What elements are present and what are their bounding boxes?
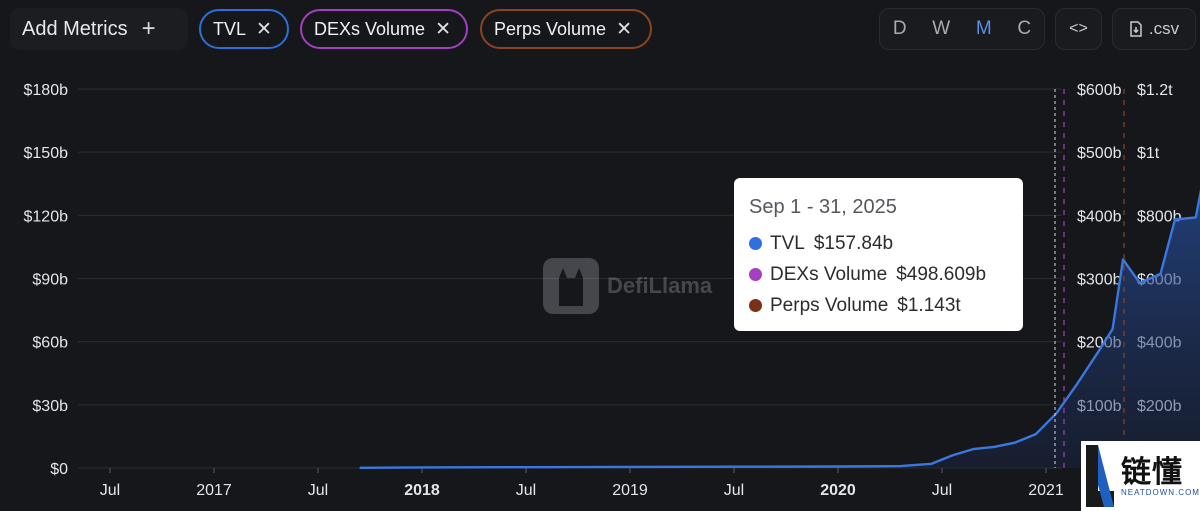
defillama-watermark: DefiLlama — [541, 256, 712, 316]
y-tick-label: $800b — [1137, 208, 1182, 225]
series-dot — [749, 299, 762, 312]
metric-chip-label: DEXs Volume — [314, 18, 426, 39]
y-tick-label: $300b — [1077, 272, 1122, 289]
x-tick-label: Jul — [308, 482, 328, 499]
y-tick-label: $60b — [32, 335, 68, 352]
tvl-area — [359, 195, 1200, 468]
series-dot — [749, 237, 762, 250]
y-tick-label: $1.2t — [1137, 82, 1173, 99]
y-tick-label: $500b — [1077, 145, 1122, 162]
tvl-line — [359, 189, 1200, 469]
logo-l-mark-icon — [1086, 445, 1114, 507]
period-option-d[interactable]: D — [892, 18, 907, 39]
series-dot — [749, 268, 762, 281]
tooltip-row-tvl: TVL $157.84b — [749, 228, 1023, 259]
tooltip-series-name: DEXs Volume — [770, 263, 888, 285]
site-logo: 链懂 NEATDOWN.COM — [1081, 441, 1200, 511]
chart-tooltip: Sep 1 - 31, 2025 TVL $157.84b DEXs Volum… — [734, 178, 1023, 331]
llama-logo-icon — [543, 258, 599, 314]
tooltip-series-value: $157.84b — [813, 232, 894, 254]
series-layer — [359, 189, 1200, 469]
metric-chip-tvl[interactable]: TVL ✕ — [199, 9, 289, 49]
add-metrics-button[interactable]: Add Metrics + — [10, 8, 188, 50]
download-csv-button[interactable]: .csv — [1112, 8, 1196, 50]
add-metrics-label: Add Metrics — [22, 17, 128, 40]
download-file-icon — [1130, 21, 1142, 37]
x-tick-label: Jul — [100, 482, 120, 499]
x-tick-label: 2020 — [820, 482, 856, 499]
metric-chip-label: Perps Volume — [494, 18, 607, 39]
x-tick-label: Jul — [516, 482, 536, 499]
tooltip-series-name: Perps Volume — [770, 294, 889, 316]
code-icon: <> — [1069, 20, 1088, 37]
x-tick-label: 2018 — [404, 482, 440, 499]
y-tick-label: $180b — [24, 82, 69, 99]
tooltip-series-value: $498.609b — [896, 263, 987, 285]
period-option-c[interactable]: C — [1017, 18, 1032, 39]
tvl-chart[interactable]: $0$30b$60b$90b$120b$150b$180b $100b$200b… — [0, 62, 1200, 511]
grid-lines — [78, 88, 1062, 469]
metric-chip-dexs-volume[interactable]: DEXs Volume ✕ — [300, 9, 468, 49]
embed-button[interactable]: <> — [1055, 8, 1102, 50]
logo-text: 链懂 — [1121, 455, 1183, 490]
x-tick-label: Jul — [724, 482, 744, 499]
plus-icon: + — [141, 15, 156, 42]
y-tick-label: $90b — [32, 272, 68, 289]
y-tick-label: $600b — [1077, 82, 1122, 99]
y-axis-left: $0 $30b $60b $90b $120b $150b $180b — [24, 82, 69, 478]
metric-chip-label: TVL — [213, 18, 247, 39]
y-tick-label: $120b — [24, 208, 69, 225]
close-icon[interactable]: ✕ — [616, 18, 632, 40]
x-axis: Jul2017Jul2018Jul2019Jul2020Jul2021Jul20… — [100, 468, 1160, 499]
y-tick-label: $150b — [24, 145, 69, 162]
period-option-w[interactable]: W — [932, 18, 951, 39]
tooltip-row-perps: Perps Volume $1.143t — [749, 290, 1023, 321]
x-tick-label: 2021 — [1028, 482, 1064, 499]
tooltip-series-name: TVL — [770, 232, 805, 254]
x-tick-label: 2017 — [196, 482, 232, 499]
period-option-m[interactable]: M — [975, 18, 992, 39]
y-tick-label: $1t — [1137, 145, 1160, 162]
tooltip-row-dexs: DEXs Volume $498.609b — [749, 259, 1023, 290]
y-tick-label: $400b — [1077, 208, 1122, 225]
tooltip-date: Sep 1 - 31, 2025 — [749, 196, 897, 218]
x-tick-label: Jul — [932, 482, 952, 499]
close-icon[interactable]: ✕ — [435, 18, 451, 40]
metric-chip-perps-volume[interactable]: Perps Volume ✕ — [480, 9, 652, 49]
close-icon[interactable]: ✕ — [256, 18, 272, 40]
period-selector: D W M C — [879, 8, 1045, 50]
x-tick-label: 2019 — [612, 482, 648, 499]
watermark-text: DefiLlama — [607, 273, 713, 298]
y-tick-label: $30b — [32, 398, 68, 415]
logo-subtext: NEATDOWN.COM — [1121, 488, 1200, 497]
csv-label: .csv — [1148, 19, 1180, 38]
tooltip-series-value: $1.143t — [897, 294, 961, 316]
toolbar: Add Metrics + TVL ✕ DEXs Volume ✕ Perps … — [0, 0, 1200, 62]
y-tick-label: $0 — [50, 461, 68, 478]
